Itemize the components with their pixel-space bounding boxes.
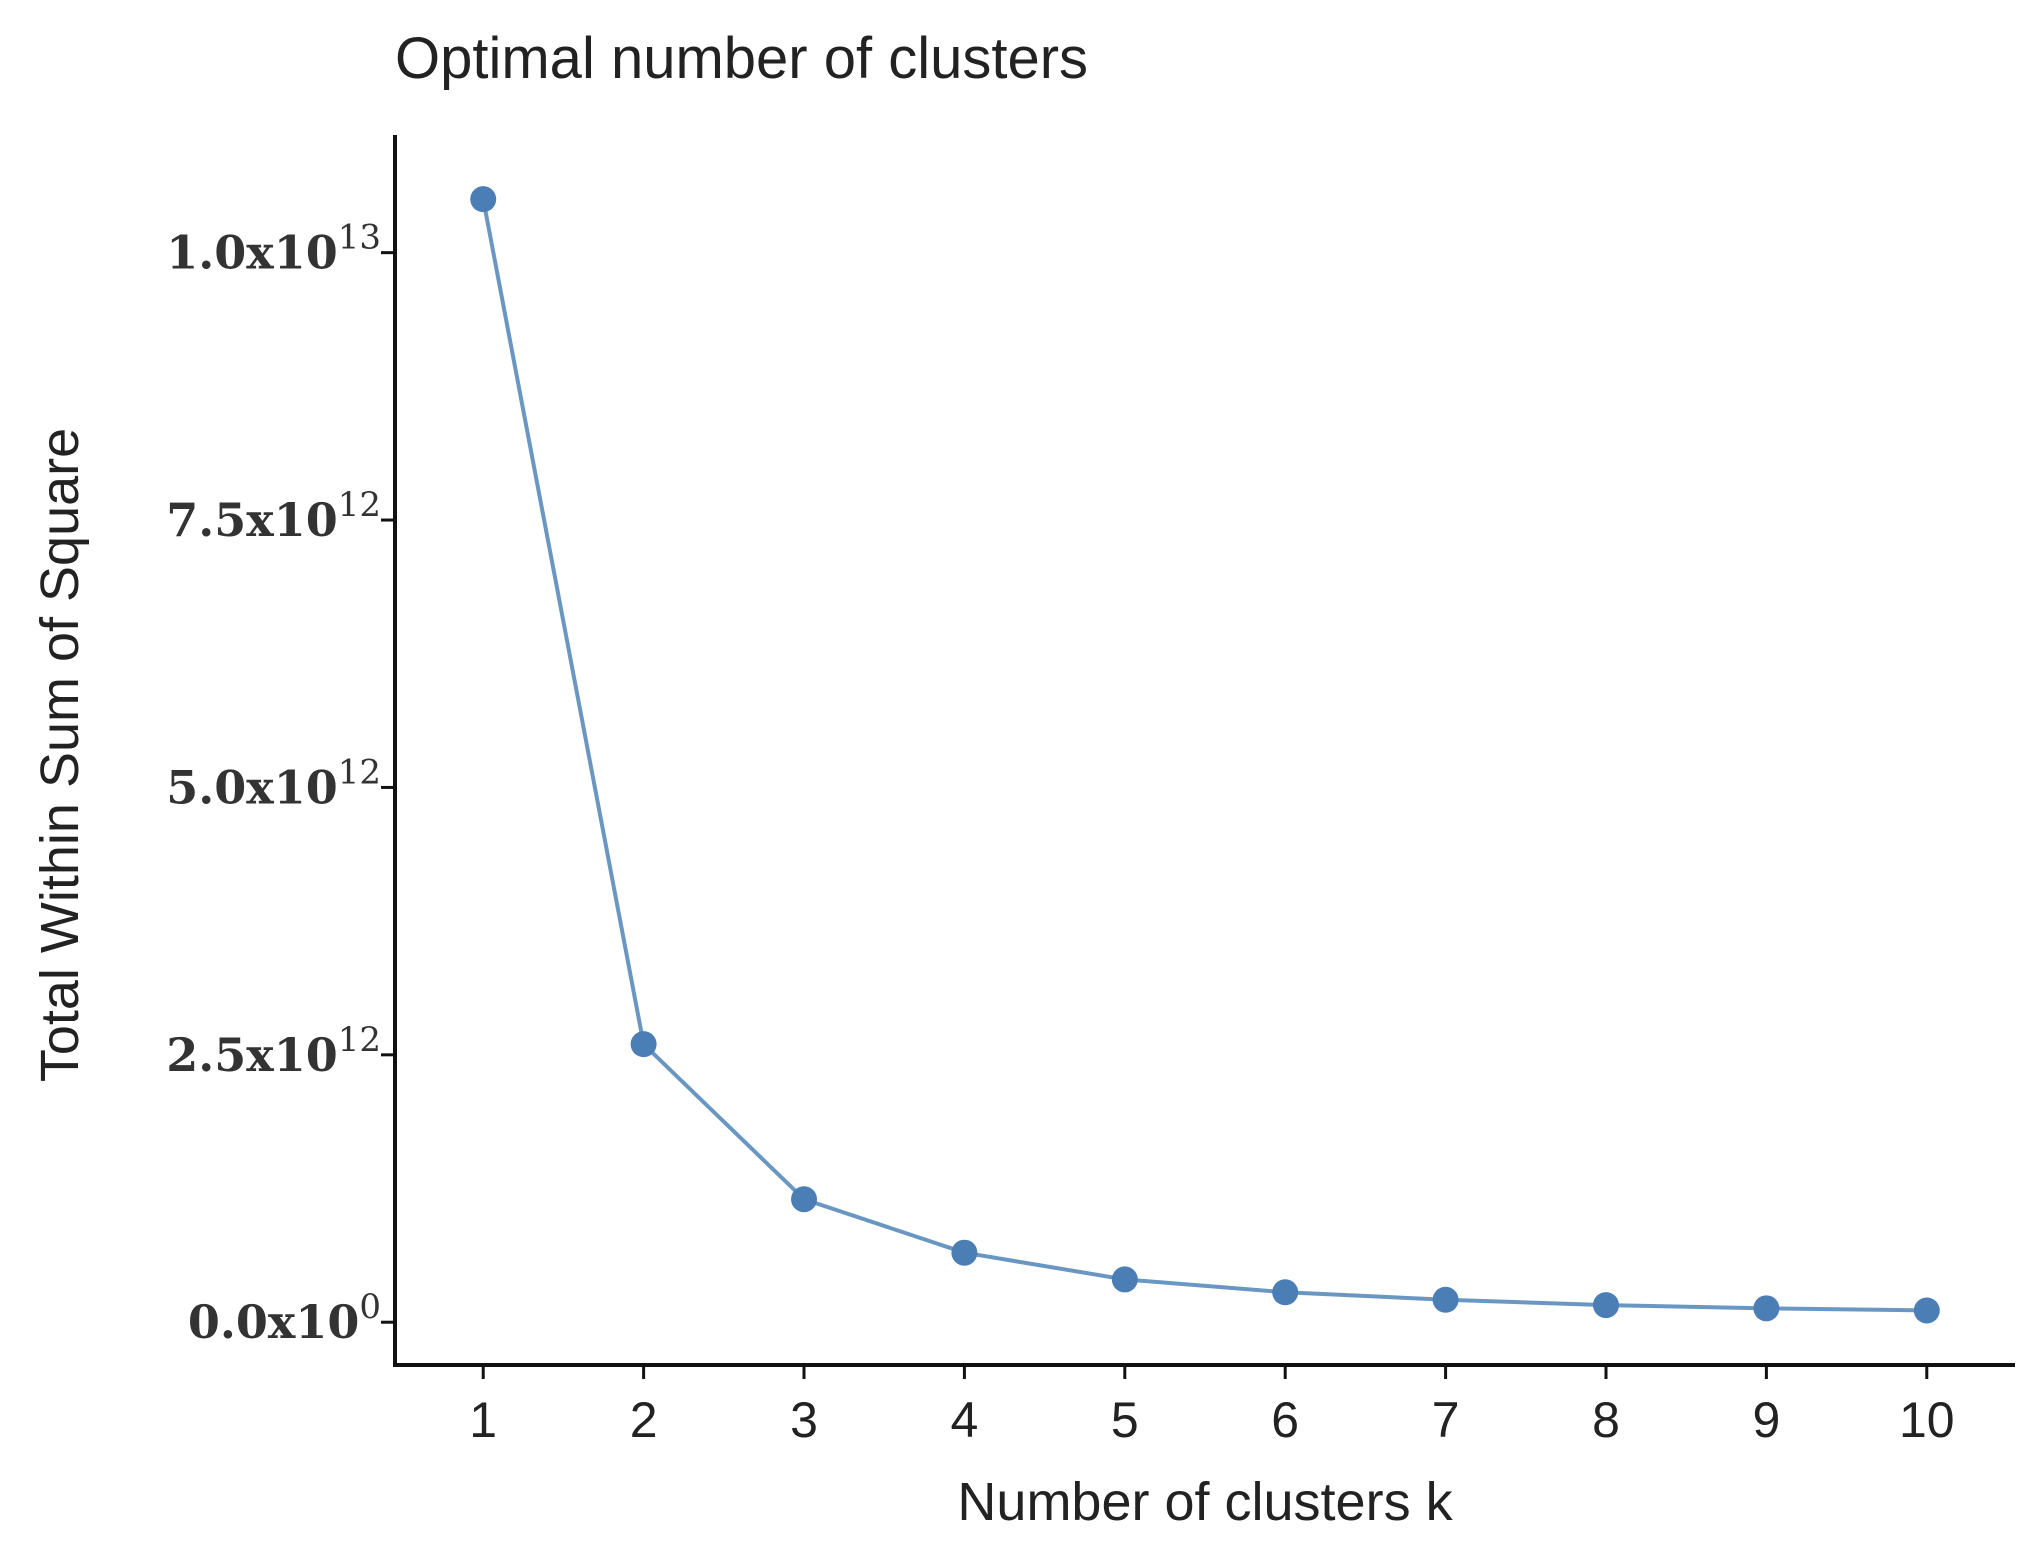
y-tick-mantissa: 1.0x10 — [166, 226, 337, 280]
data-point — [1913, 1297, 1940, 1324]
y-tick-mantissa: 7.5x10 — [166, 493, 337, 547]
y-tick-label: 2.5x1012 — [166, 1020, 381, 1082]
data-point — [791, 1186, 818, 1213]
x-tick-label: 3 — [790, 1392, 818, 1448]
x-tick-label: 9 — [1752, 1392, 1780, 1448]
y-axis-label: Total Within Sum of Square — [30, 428, 90, 1082]
y-tick-exponent: 0 — [359, 1287, 381, 1327]
y-tick-exponent: 12 — [338, 1020, 381, 1060]
x-tick-label: 2 — [630, 1392, 658, 1448]
y-tick-mantissa: 0.0x10 — [188, 1295, 359, 1349]
chart-title: Optimal number of clusters — [395, 26, 1088, 91]
x-ticks: 1 2 3 4 5 6 7 8 9 10 — [469, 1365, 1955, 1448]
data-point — [951, 1239, 978, 1266]
series-line — [481, 198, 1927, 1313]
data-point — [1753, 1295, 1780, 1322]
x-tick-label: 5 — [1111, 1392, 1139, 1448]
y-tick-exponent: 13 — [338, 218, 381, 258]
series-group — [470, 186, 1940, 1324]
x-tick-label: 4 — [950, 1392, 978, 1448]
x-tick-label: 6 — [1271, 1392, 1299, 1448]
y-tick-label: 7.5x1012 — [166, 485, 381, 547]
data-point — [1592, 1292, 1619, 1319]
data-point — [470, 186, 497, 213]
y-tick-label: 1.0x1013 — [166, 218, 381, 280]
data-point — [1111, 1266, 1138, 1293]
x-tick-label: 8 — [1592, 1392, 1620, 1448]
y-tick-exponent: 12 — [338, 485, 381, 525]
x-tick-label: 1 — [469, 1392, 497, 1448]
y-tick-mantissa: 2.5x10 — [166, 1028, 337, 1082]
x-tick-label: 10 — [1899, 1392, 1955, 1448]
data-point — [630, 1031, 657, 1058]
y-tick-label: 5.0x1012 — [166, 752, 381, 814]
x-tick-label: 7 — [1432, 1392, 1460, 1448]
data-point — [1432, 1286, 1459, 1313]
x-axis-label: Number of clusters k — [957, 1472, 1453, 1532]
y-tick-label: 0.0x100 — [188, 1287, 381, 1349]
data-point — [1272, 1279, 1299, 1306]
y-tick-mantissa: 5.0x10 — [166, 760, 337, 814]
y-tick-exponent: 12 — [338, 752, 381, 792]
